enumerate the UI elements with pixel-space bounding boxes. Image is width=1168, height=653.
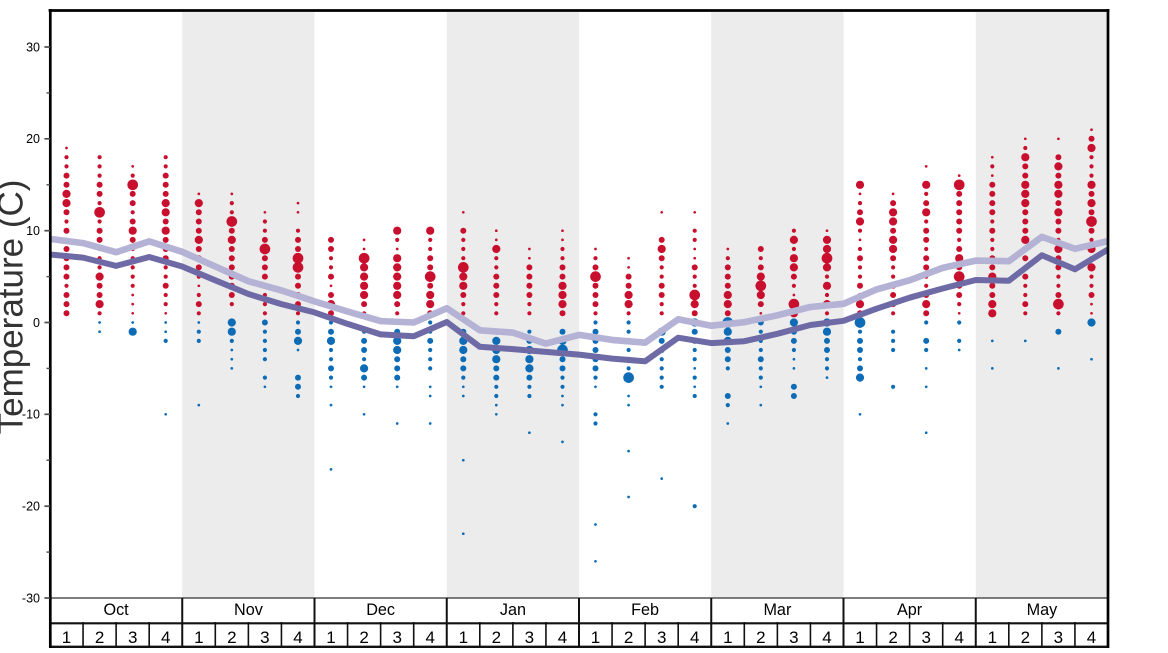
svg-text:1: 1 xyxy=(988,628,997,647)
svg-text:4: 4 xyxy=(558,628,567,647)
svg-text:2: 2 xyxy=(888,628,897,647)
svg-text:3: 3 xyxy=(657,628,666,647)
svg-text:2: 2 xyxy=(227,628,236,647)
svg-text:2: 2 xyxy=(95,628,104,647)
svg-text:-20: -20 xyxy=(22,500,40,514)
svg-text:Nov: Nov xyxy=(234,601,264,619)
svg-text:Apr: Apr xyxy=(897,601,923,619)
svg-text:1: 1 xyxy=(62,628,71,647)
svg-text:3: 3 xyxy=(392,628,401,647)
svg-text:4: 4 xyxy=(690,628,699,647)
svg-text:20: 20 xyxy=(26,132,40,146)
svg-text:3: 3 xyxy=(1054,628,1063,647)
svg-text:Jan: Jan xyxy=(500,601,526,619)
svg-text:3: 3 xyxy=(921,628,930,647)
svg-text:30: 30 xyxy=(26,40,40,54)
svg-text:Dec: Dec xyxy=(366,601,395,619)
svg-text:3: 3 xyxy=(789,628,798,647)
svg-text:1: 1 xyxy=(855,628,864,647)
svg-text:1: 1 xyxy=(591,628,600,647)
svg-text:4: 4 xyxy=(425,628,434,647)
svg-text:1: 1 xyxy=(194,628,203,647)
svg-text:4: 4 xyxy=(954,628,963,647)
svg-text:3: 3 xyxy=(128,628,137,647)
svg-text:2: 2 xyxy=(359,628,368,647)
svg-text:2: 2 xyxy=(492,628,501,647)
svg-text:-30: -30 xyxy=(22,591,40,605)
svg-text:2: 2 xyxy=(1021,628,1030,647)
svg-text:Temperature (C): Temperature (C) xyxy=(0,180,31,435)
svg-text:1: 1 xyxy=(723,628,732,647)
svg-text:4: 4 xyxy=(293,628,302,647)
svg-text:2: 2 xyxy=(756,628,765,647)
svg-text:1: 1 xyxy=(459,628,468,647)
svg-text:4: 4 xyxy=(822,628,831,647)
svg-text:4: 4 xyxy=(161,628,170,647)
svg-text:0: 0 xyxy=(33,316,40,330)
svg-text:Mar: Mar xyxy=(763,601,791,619)
svg-text:1: 1 xyxy=(326,628,335,647)
svg-text:Feb: Feb xyxy=(631,601,659,619)
svg-text:-10: -10 xyxy=(22,408,40,422)
svg-text:4: 4 xyxy=(1087,628,1096,647)
svg-text:3: 3 xyxy=(525,628,534,647)
svg-text:2: 2 xyxy=(624,628,633,647)
svg-text:May: May xyxy=(1027,601,1058,619)
svg-text:3: 3 xyxy=(260,628,269,647)
svg-text:Oct: Oct xyxy=(104,601,130,619)
svg-text:10: 10 xyxy=(26,224,40,238)
